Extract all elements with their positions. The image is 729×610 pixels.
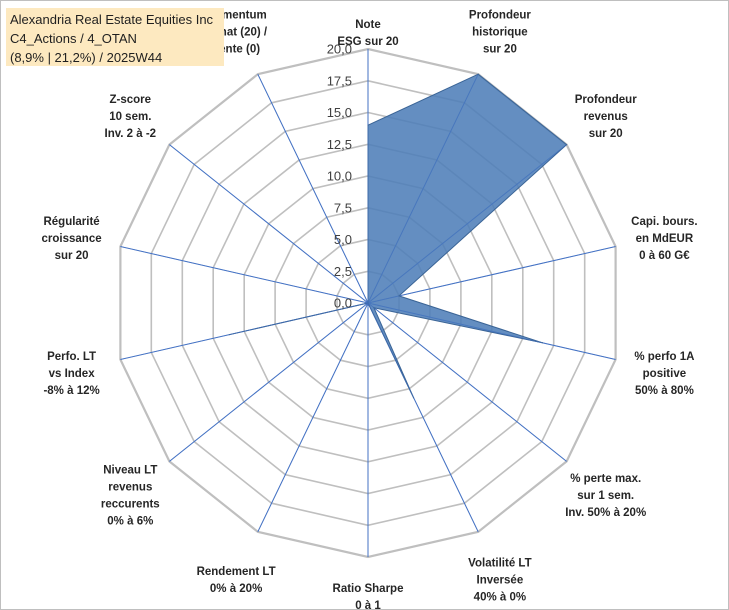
tick-label: 20,0 [327, 42, 352, 57]
data-point [373, 307, 375, 309]
axis-spoke-overlay [169, 302, 369, 462]
title-company: Alexandria Real Estate Equities Inc [10, 12, 214, 27]
axis-spoke-overlay [257, 74, 369, 304]
axis-label-line: ESG sur 20 [337, 36, 398, 48]
axis-label-line: Profondeur [575, 94, 637, 106]
axis-label-line: Ratio Sharpe [333, 583, 404, 595]
data-point [228, 334, 230, 336]
axis-spoke-overlay [169, 144, 369, 304]
axis-label-line: positive [643, 368, 686, 380]
axis-spoke-overlay [367, 302, 479, 532]
axis-label-line: Perfo. LT [47, 351, 96, 363]
data-point [367, 124, 369, 126]
axis-label-line: sur 20 [483, 44, 517, 56]
title-category: C4_Actions / 4_OTAN [10, 31, 137, 46]
axis-label: Profondeur historique sur 20 [469, 10, 531, 56]
data-point [413, 397, 415, 399]
axis-label-line: Rendement LT [197, 566, 276, 578]
axis-spoke-overlay [367, 246, 616, 304]
axis-label-line: sur 20 [55, 250, 89, 262]
axis-label-line: revenus [584, 111, 628, 123]
axis-label-line: Inversée [477, 574, 524, 586]
axis-label: Z-score 10 sem. Inv. 2 à -2 [105, 94, 157, 140]
axis-label-line: revenus [108, 482, 152, 494]
axis-label-line: 40% à 0% [474, 591, 526, 603]
axis-label-line: 0 à 1 [355, 600, 381, 610]
axis-label: Volatilité LT Inversée 40% à 0% [468, 557, 531, 603]
axis-label: Rendement LT 0% à 20% [197, 566, 276, 595]
axis-label-line: % perte max. [570, 473, 641, 485]
axis-label-line: Note [355, 19, 381, 31]
axis-label-line: Régularité [43, 216, 99, 228]
axis-label-line: % perfo 1A [634, 351, 694, 363]
axis-label-line: sur 1 sem. [577, 490, 634, 502]
series-layer [120, 49, 616, 557]
series-area [229, 73, 568, 399]
data-point [566, 144, 568, 146]
tick-label: 2,5 [334, 264, 352, 279]
axis-label-line: en MdEUR [636, 233, 694, 245]
axis-label-line: vs Index [49, 368, 96, 380]
tick-label: 12,5 [327, 137, 352, 152]
chart-title-box: Alexandria Real Estate Equities Inc C4_A… [6, 8, 224, 66]
axis-spoke-overlay [367, 302, 616, 360]
axis-spoke-overlay [120, 246, 369, 304]
axis-label-line: historique [472, 27, 528, 39]
axis-labels: Note ESG sur 20 Profondeur historique sur 20… [42, 10, 698, 610]
axis-label: Régularité croissance sur 20 [42, 216, 102, 262]
axis-spoke-overlay [367, 74, 479, 304]
axis-label-line: 0% à 20% [210, 583, 262, 595]
axis-label: Capi. bours. en MdEUR 0 à 60 G€ [631, 216, 697, 262]
data-point [542, 342, 544, 344]
axis-label-line: reccurents [101, 499, 160, 511]
tick-label: 0,0 [334, 296, 352, 311]
data-point [367, 302, 369, 304]
axis-label-line: Inv. 2 à -2 [105, 128, 157, 140]
axis-spoke-overlay [367, 302, 567, 462]
data-point [398, 295, 400, 297]
axis-label-line: Volatilité LT [468, 557, 531, 569]
axis-spoke-overlay [257, 302, 369, 532]
axis-label-line: croissance [42, 233, 102, 245]
axis-label-line: 50% à 80% [635, 385, 694, 397]
axis-label-line: Niveau LT [103, 465, 157, 477]
tick-label: 10,0 [327, 169, 352, 184]
tick-label: 15,0 [327, 105, 352, 120]
axis-label: Profondeur revenus sur 20 [575, 94, 637, 140]
axis-label: Ratio Sharpe 0 à 1 [333, 583, 404, 610]
axis-label-line: 10 sem. [109, 111, 151, 123]
axis-label-line: Capi. bours. [631, 216, 697, 228]
axis-spoke-overlay [367, 144, 567, 304]
tick-labels: 0,0 2,5 5,0 7,5 10,0 12,5 15,0 17,5 20,0 [327, 42, 352, 311]
tick-label: 7,5 [334, 200, 352, 215]
axis-label-line: Profondeur [469, 10, 531, 22]
axis-label-line: Z-score [110, 94, 152, 106]
axis-label-line: 0 à 60 G€ [639, 250, 690, 262]
axis-label-line: Vente (0) [212, 44, 260, 56]
axis-label: Note ESG sur 20 [337, 19, 398, 48]
axis-spoke-overlay [120, 302, 369, 360]
title-period: (8,9% | 21,2%) / 2025W44 [10, 50, 163, 65]
axis-label-line: sur 20 [589, 128, 623, 140]
data-point [477, 73, 479, 75]
axis-label: Niveau LT revenus reccurents 0% à 6% [101, 465, 160, 528]
axis-label-line: 0% à 6% [107, 516, 153, 528]
axis-label: % perte max. sur 1 sem. Inv. 50% à 20% [565, 473, 646, 519]
axis-label: Perfo. LT vs Index -8% à 12% [43, 351, 99, 397]
tick-label: 5,0 [334, 232, 352, 247]
axis-label-line: Inv. 50% à 20% [565, 507, 646, 519]
tick-label: 17,5 [327, 73, 352, 88]
axis-label: % perfo 1A positive 50% à 80% [634, 351, 694, 397]
axis-label-line: -8% à 12% [43, 385, 99, 397]
